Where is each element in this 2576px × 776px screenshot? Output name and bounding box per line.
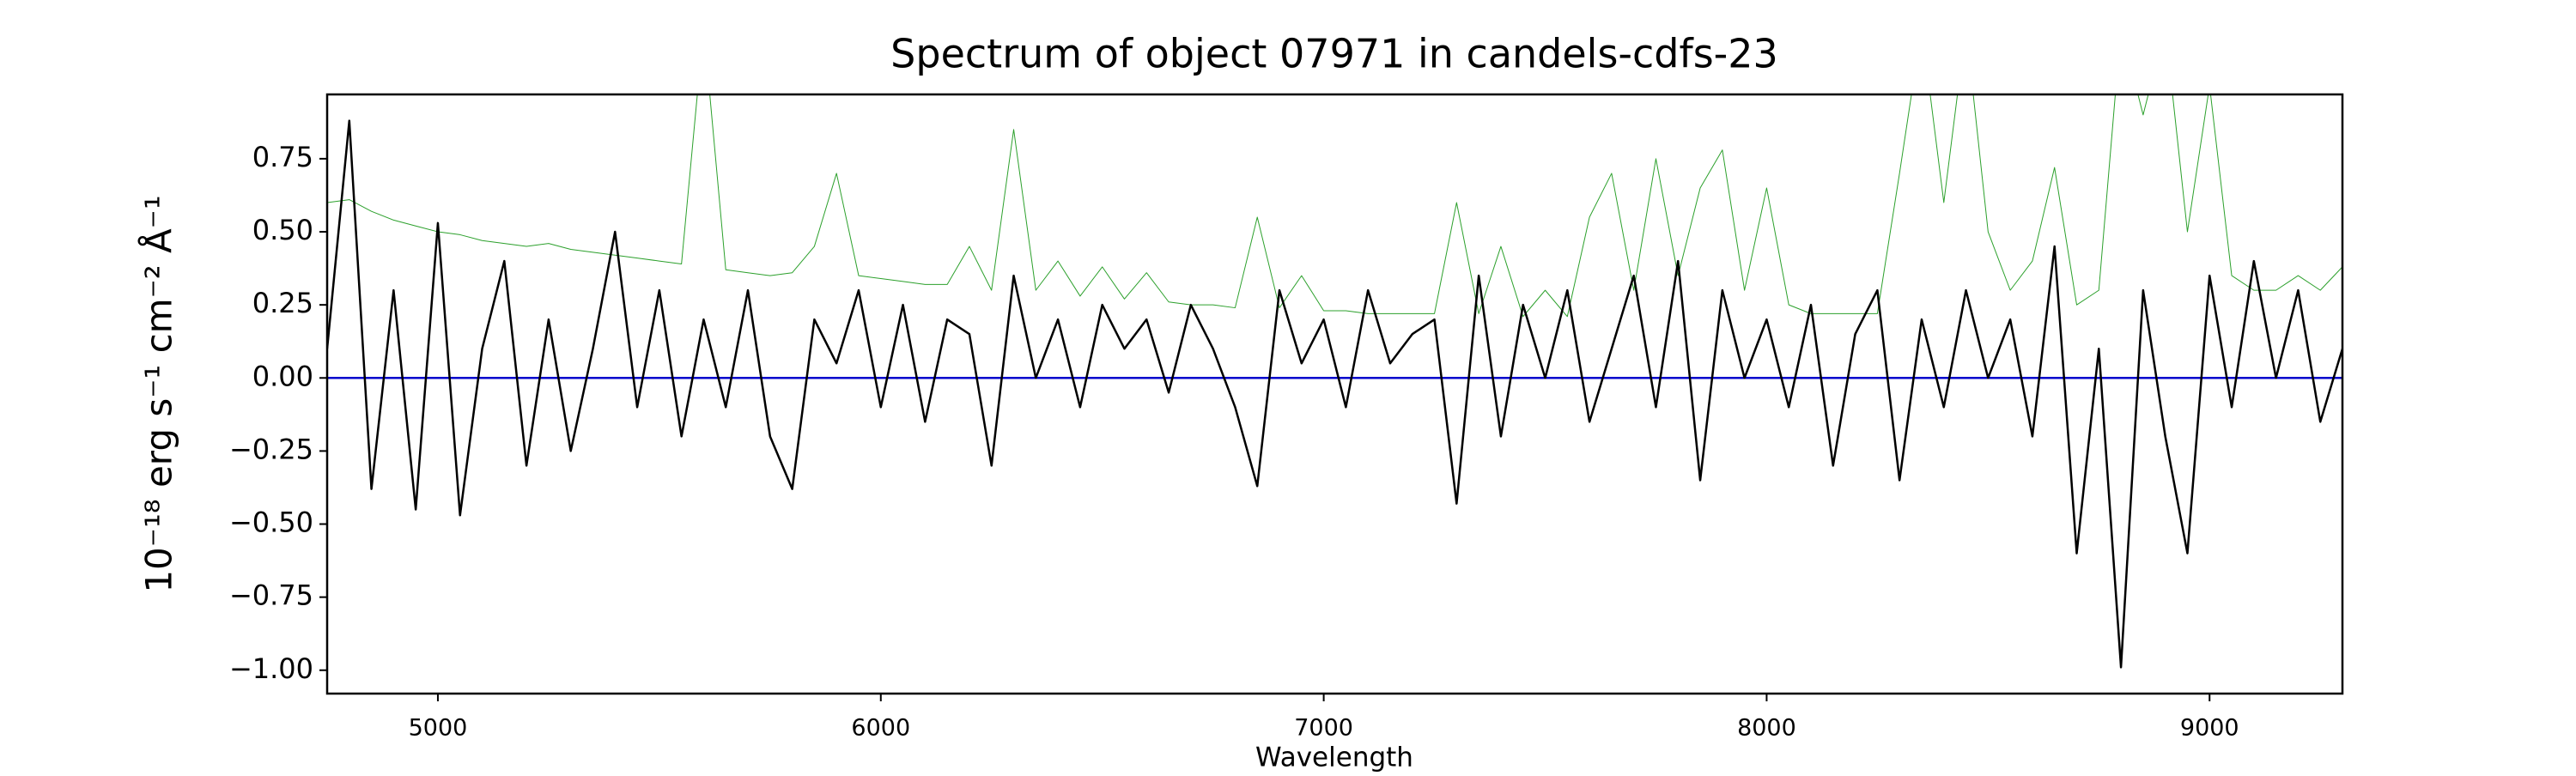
plot-frame: [325, 93, 2344, 695]
y-tick-label: −1.00: [229, 652, 313, 685]
y-tick-label: 0.25: [252, 287, 313, 319]
x-tick-label: 8000: [1737, 715, 1796, 742]
x-tick-label: 6000: [851, 715, 910, 742]
y-tick-label: 0.00: [252, 360, 313, 392]
y-tick-label: −0.75: [229, 579, 313, 612]
spectrum-line: [327, 94, 2342, 318]
plot-lines: [327, 94, 2342, 669]
x-tick-label: 5000: [409, 715, 468, 742]
spectrum-line: [327, 119, 2342, 669]
y-tick-label: 0.75: [252, 141, 313, 173]
chart-title: Spectrum of object 07971 in candels-cdfs…: [890, 31, 1778, 77]
x-tick-label: 7000: [1294, 715, 1353, 742]
y-axis-label: 10⁻¹⁸ erg s⁻¹ cm⁻² Å⁻¹: [137, 195, 180, 592]
y-tick-label: −0.25: [229, 433, 313, 465]
y-tick-label: −0.50: [229, 506, 313, 539]
x-axis-label: Wavelength: [1255, 743, 1413, 773]
x-tick-label: 9000: [2180, 715, 2239, 742]
y-tick-label: 0.50: [252, 214, 313, 246]
